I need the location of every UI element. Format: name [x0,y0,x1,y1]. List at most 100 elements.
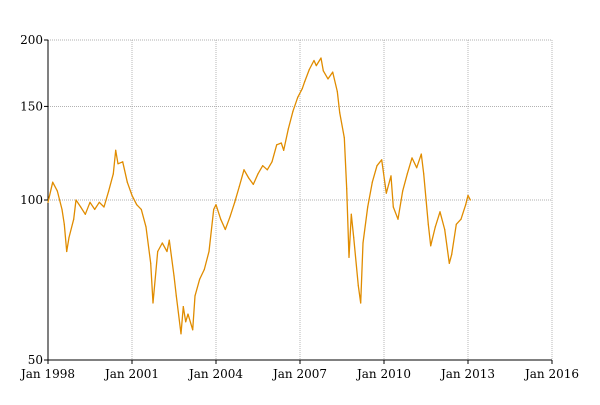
x-tick-label: Jan 2013 [439,367,495,381]
axes [44,39,553,364]
data-point [444,228,446,231]
data-point [276,144,278,146]
y-tick-label: 150 [20,99,43,113]
data-point [392,206,394,208]
data-point [297,96,299,98]
data-point [175,295,177,297]
x-tick-label: Jan 1998 [19,367,75,381]
data-point [98,201,100,203]
data-point [84,213,86,215]
data-point [248,177,250,179]
data-point [427,223,429,225]
data-point [199,278,201,280]
data-point [266,169,268,171]
data-point [313,59,315,62]
data-point [322,70,324,72]
data-point [56,190,58,192]
data-point [385,192,387,194]
data-point [320,57,322,59]
data-point [315,65,317,67]
data-point [182,306,184,308]
y-tick-label: 100 [20,193,43,207]
data-point [187,313,189,315]
data-point [469,199,471,201]
data-point [229,216,231,218]
data-point [390,175,392,177]
data-point [252,183,254,185]
data-point [213,208,215,211]
data-point [115,149,117,151]
data-point [467,194,469,197]
grid-lines [48,39,553,360]
data-point [423,173,425,175]
data-point [257,173,259,175]
data-point [75,199,77,201]
data-point [292,110,294,112]
x-tick-label: Jan 2001 [103,367,159,381]
x-tick-labels: Jan 1998 Jan 2001 Jan 2004 Jan 2007 Jan 2010… [19,367,579,381]
data-point [367,206,369,208]
data-point [194,295,196,297]
data-point [215,204,217,206]
data-point [332,71,334,73]
y-tick-label: 200 [20,33,43,47]
data-point [416,167,418,169]
x-tick-label: Jan 2004 [187,367,243,381]
data-point [327,78,329,80]
data-point [460,218,462,220]
data-point [362,242,364,244]
data-point [336,90,338,93]
data-point [117,163,119,165]
data-point [271,161,273,163]
data-point [455,223,457,225]
data-point [360,302,362,304]
data-point [157,250,159,253]
plot-area [47,57,471,335]
data-point [126,181,128,183]
data-point [283,149,285,151]
data-point [304,81,306,83]
y-tick-label: 50 [28,353,43,367]
data-point [262,165,264,167]
data-point [166,250,168,253]
data-point [353,236,355,239]
data-point [112,173,114,175]
data-point [350,213,352,215]
data-point [406,173,408,175]
data-point [63,223,65,225]
data-point [80,206,82,208]
data-point [411,157,413,159]
y-tick-labels: 50 100 150 200 [20,33,43,367]
data-point [122,161,124,163]
data-point [238,185,240,188]
data-point [150,262,152,264]
data-point [47,201,49,203]
data-point [168,239,170,241]
x-tick-label: Jan 2007 [271,367,327,381]
data-point [287,128,289,130]
data-point [66,250,68,253]
data-point [152,302,154,304]
data-point [243,169,245,171]
data-point [346,188,348,190]
data-point [357,285,359,287]
data-point [192,329,194,331]
x-tick-label: Jan 2016 [523,367,579,381]
data-point [420,153,422,155]
data-point [448,262,450,264]
data-point [348,256,350,258]
data-point [402,190,404,192]
data-point [140,208,142,211]
data-point [161,242,163,244]
data-point [145,226,147,228]
data-point [439,211,441,213]
price-series-line [47,57,471,335]
data-point [430,245,432,247]
data-point [308,68,310,71]
data-point [185,321,187,323]
data-point [108,190,110,192]
data-point [180,333,182,335]
data-point [371,181,373,183]
data-point [339,112,341,114]
